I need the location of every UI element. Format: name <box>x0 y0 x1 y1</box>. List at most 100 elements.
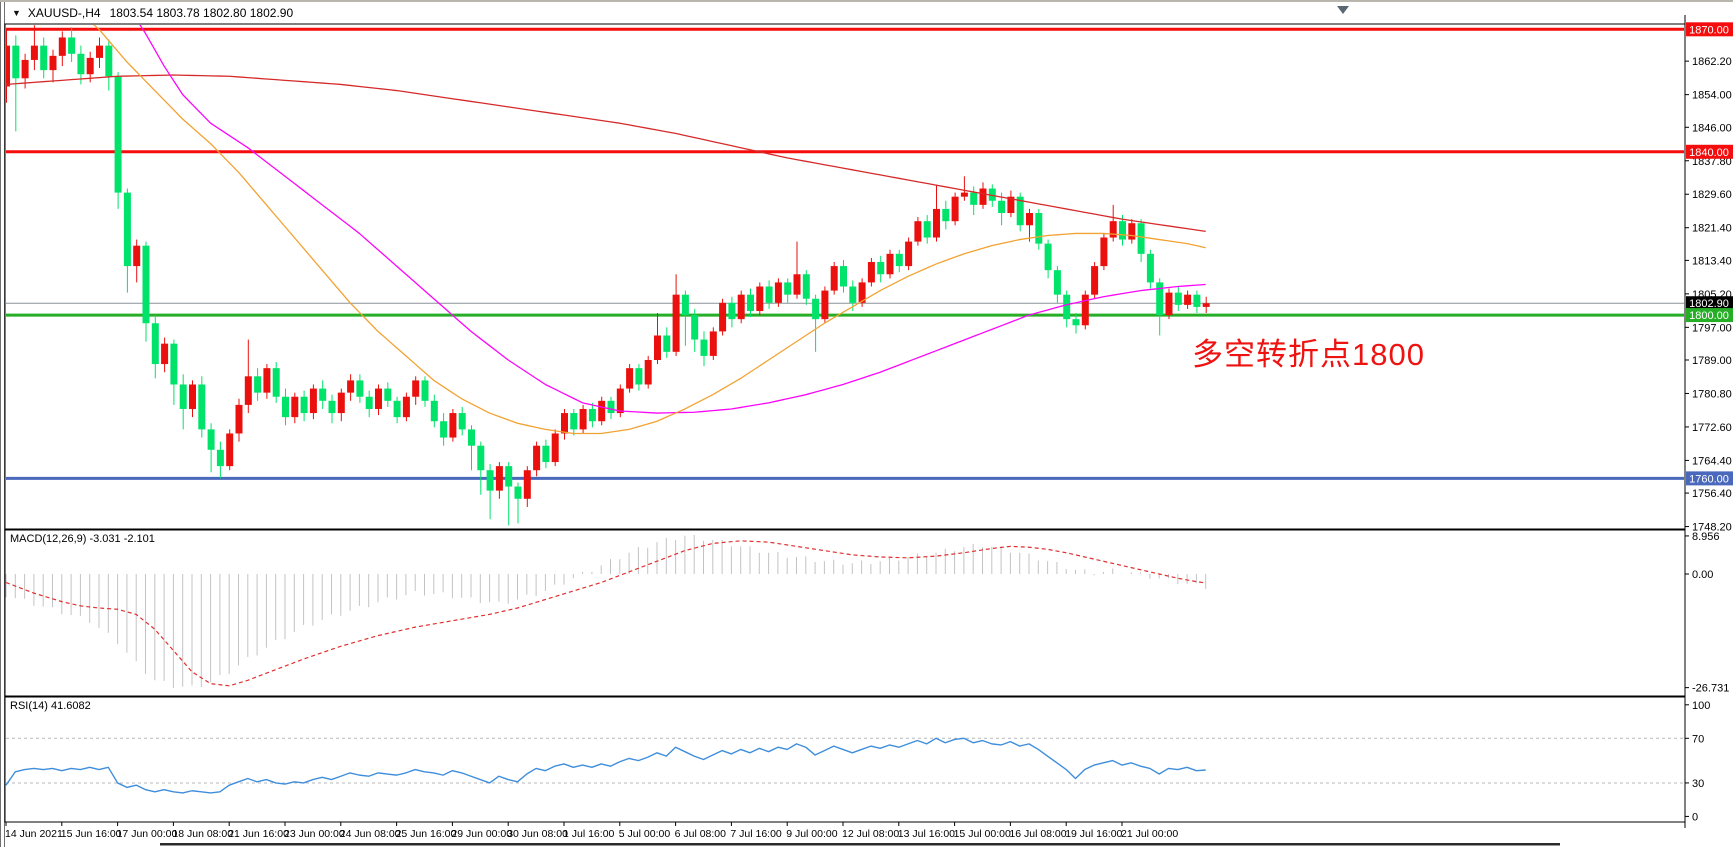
candle <box>867 257 875 287</box>
candle-body <box>960 192 968 197</box>
y-axis-tick-label: 1821.40 <box>1692 223 1732 235</box>
candle-body <box>923 221 931 238</box>
candle <box>830 262 838 295</box>
hline-1840-tag[interactable] <box>1686 144 1733 159</box>
candle-body <box>561 413 568 434</box>
ma-orange-line <box>93 25 1206 435</box>
x-axis-label: 5 Jul 00:00 <box>619 828 671 840</box>
candle <box>951 192 959 226</box>
candle-body <box>1026 213 1033 226</box>
ma-magenta-line <box>139 25 1206 414</box>
rsi-axis-tick-label: 70 <box>1692 733 1704 745</box>
hline-1870-tag-label[interactable]: 1870.00 <box>1689 24 1729 36</box>
candle-body <box>737 294 745 320</box>
hline-1800-tag-label[interactable]: 1800.00 <box>1689 310 1729 322</box>
main-plot-area <box>6 25 1684 526</box>
y-axis-tick-label: 1846.00 <box>1692 122 1732 134</box>
x-axis-label: 6 Jul 08:00 <box>675 828 727 840</box>
candle <box>356 374 364 403</box>
candle <box>495 462 503 499</box>
candle-body <box>1137 223 1145 254</box>
candle <box>319 380 327 409</box>
candle-body <box>430 400 438 422</box>
candle <box>681 290 689 346</box>
candle <box>421 376 429 407</box>
candle <box>1184 290 1192 309</box>
candle <box>858 278 866 307</box>
candle <box>468 425 475 471</box>
candle-body <box>1184 294 1192 305</box>
candle <box>663 327 671 358</box>
candle <box>1109 204 1117 242</box>
scroll-to-end-icon[interactable] <box>1337 6 1349 14</box>
rsi-axis-tick-label: 30 <box>1692 778 1704 790</box>
candle-body <box>830 266 838 291</box>
hline-1800-tag[interactable] <box>1686 308 1733 323</box>
candle-body <box>709 331 717 356</box>
candle-body <box>812 298 820 320</box>
candle-body <box>49 55 57 71</box>
candle-body <box>505 466 513 487</box>
candle <box>235 398 243 442</box>
candle <box>449 408 457 442</box>
chart-ohlc-quotes: 1803.54 1803.78 1802.80 1802.90 <box>109 6 294 20</box>
candle-body <box>1081 294 1089 326</box>
hline-1760-tag-label[interactable]: 1760.00 <box>1689 473 1729 485</box>
candle <box>719 298 727 336</box>
candle <box>170 339 178 405</box>
candle-body <box>1072 319 1080 326</box>
candle-body <box>1165 292 1173 316</box>
candle-body <box>300 396 308 414</box>
candle-body <box>412 380 420 397</box>
candle-body <box>189 384 196 409</box>
horizontal-scrollbar[interactable] <box>160 843 1560 846</box>
chart-dropdown-icon[interactable]: ▼ <box>12 8 21 18</box>
candle-body <box>579 408 587 430</box>
candle <box>840 259 847 293</box>
candle <box>458 406 466 436</box>
hline-1870-tag[interactable] <box>1686 22 1733 37</box>
hline-1760-tag[interactable] <box>1686 471 1733 486</box>
candle-body <box>1156 282 1164 316</box>
candle-body <box>998 200 1006 214</box>
candle-body <box>263 368 271 393</box>
rsi-indicator-label: RSI(14) 41.6082 <box>10 700 91 712</box>
candle-body <box>495 466 503 491</box>
candle-body <box>514 486 522 499</box>
candle <box>300 390 308 422</box>
current-price-line-tag[interactable] <box>1686 296 1733 311</box>
candle-body <box>1109 221 1117 238</box>
candle <box>40 37 48 79</box>
y-axis-tick-label: 1789.00 <box>1692 355 1732 367</box>
candle <box>588 402 596 428</box>
candle-body <box>933 208 940 238</box>
x-axis-label: 9 Jul 00:00 <box>786 828 838 840</box>
candle-body <box>384 388 392 401</box>
candle-body <box>774 282 782 303</box>
candle <box>533 441 541 477</box>
current-price-line-tag-label[interactable]: 1802.90 <box>1689 298 1729 310</box>
x-axis-label: 25 Jun 16:00 <box>396 828 457 840</box>
x-axis-label: 14 Jun 2021 <box>5 828 63 840</box>
x-axis-label: 13 Jul 16:00 <box>898 828 955 840</box>
candle-body <box>905 241 913 267</box>
candle-body <box>309 388 317 414</box>
x-axis-label: 18 Jun 08:00 <box>172 828 233 840</box>
candle <box>635 364 643 391</box>
candle <box>254 368 262 401</box>
candle-body <box>979 188 987 205</box>
hline-1840-tag-label[interactable]: 1840.00 <box>1689 147 1729 159</box>
x-axis-label: 12 Jul 08:00 <box>842 828 899 840</box>
y-axis-tick-label: 1764.40 <box>1692 455 1732 467</box>
candle <box>570 408 578 436</box>
candle-body <box>1035 213 1043 244</box>
candle <box>505 462 513 526</box>
candle-body <box>607 400 615 414</box>
y-axis-tick-label: 1829.60 <box>1692 189 1732 201</box>
candle-body <box>151 323 159 365</box>
x-axis-label: 29 Jun 00:00 <box>451 828 512 840</box>
candle <box>793 241 801 299</box>
candle <box>133 239 141 283</box>
candle-body <box>840 266 847 287</box>
